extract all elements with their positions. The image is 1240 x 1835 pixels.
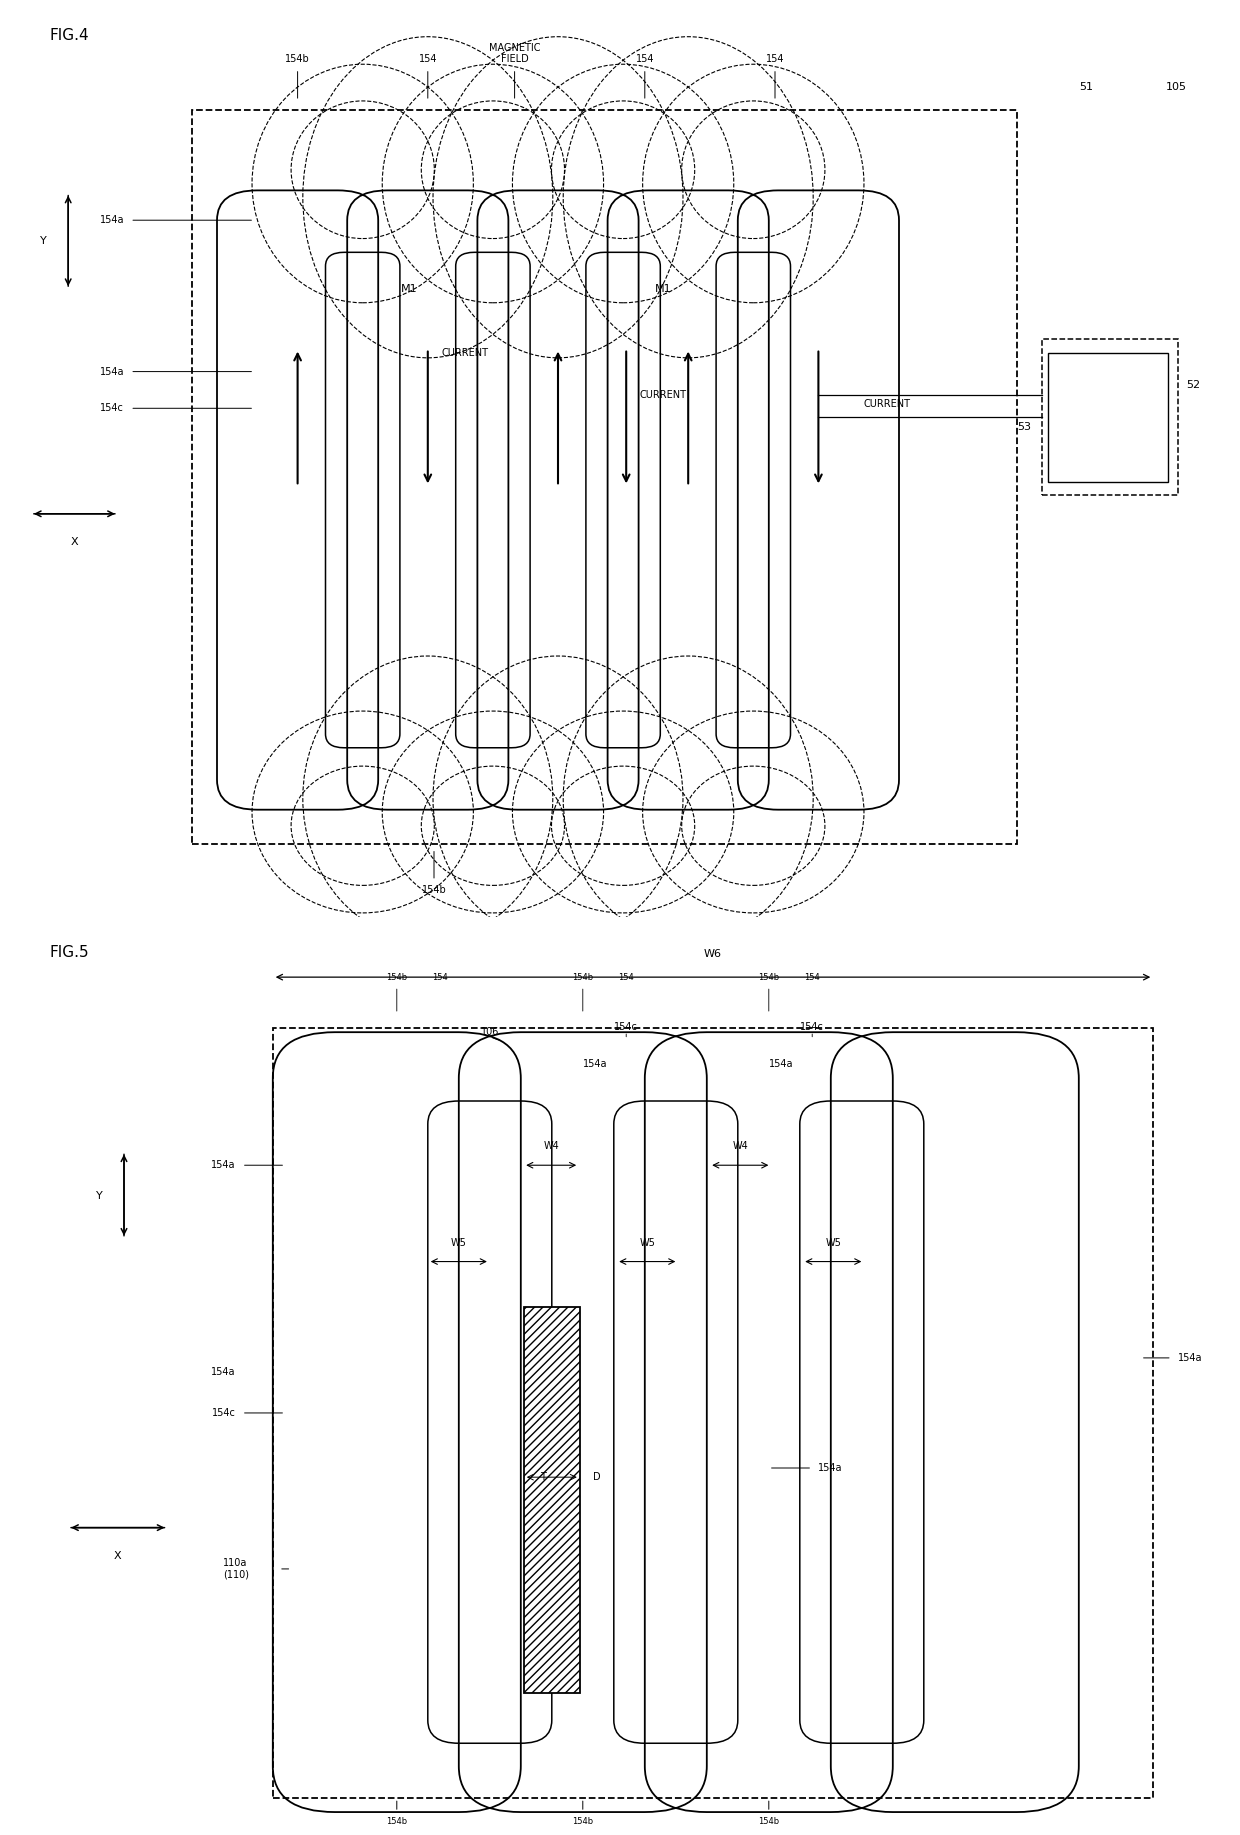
- Text: X: X: [71, 536, 78, 547]
- Text: W5: W5: [640, 1239, 655, 1248]
- Text: W4: W4: [543, 1141, 559, 1152]
- Text: CURRENT: CURRENT: [863, 398, 910, 409]
- Text: 154a: 154a: [99, 367, 124, 376]
- Text: 154: 154: [766, 55, 784, 64]
- Text: 154b: 154b: [386, 1817, 408, 1826]
- Text: 154: 154: [619, 973, 634, 982]
- Text: T: T: [541, 1472, 546, 1483]
- Text: W5: W5: [826, 1239, 841, 1248]
- Text: 154a: 154a: [818, 1462, 843, 1474]
- Text: 154c: 154c: [100, 404, 124, 413]
- Text: 154a: 154a: [1178, 1352, 1203, 1363]
- Text: 154b: 154b: [758, 973, 780, 982]
- Text: 154b: 154b: [758, 1817, 780, 1826]
- Text: M1: M1: [655, 284, 672, 294]
- Text: 110a
(110): 110a (110): [223, 1558, 249, 1580]
- Text: 51: 51: [1079, 83, 1092, 92]
- Text: FIG.4: FIG.4: [50, 28, 89, 42]
- Text: 105: 105: [1166, 83, 1187, 92]
- Text: 154c: 154c: [212, 1407, 236, 1418]
- Text: 154: 154: [805, 973, 820, 982]
- Bar: [523, 1307, 579, 1692]
- Text: W4: W4: [733, 1141, 748, 1152]
- Text: 154a: 154a: [769, 1059, 794, 1068]
- Text: W5: W5: [451, 1239, 466, 1248]
- Text: 52: 52: [1187, 380, 1200, 391]
- Text: 154: 154: [433, 973, 448, 982]
- Text: Y: Y: [40, 237, 47, 246]
- Text: 154a: 154a: [99, 215, 124, 226]
- Text: D: D: [593, 1472, 600, 1483]
- Text: 154b: 154b: [285, 55, 310, 64]
- Text: 154: 154: [636, 55, 653, 64]
- Bar: [1042, 339, 1178, 495]
- Text: W6: W6: [704, 949, 722, 958]
- Bar: [192, 110, 1017, 844]
- Text: 154b: 154b: [422, 884, 446, 895]
- Text: 53: 53: [1017, 422, 1030, 431]
- Bar: [273, 1028, 1153, 1798]
- Text: 154a: 154a: [211, 1367, 236, 1376]
- Text: 154a: 154a: [211, 1160, 236, 1171]
- Text: 106: 106: [481, 1028, 498, 1037]
- Text: MAGNETIC
FIELD: MAGNETIC FIELD: [489, 42, 541, 64]
- Bar: [1048, 352, 1168, 481]
- Text: 154a: 154a: [583, 1059, 608, 1068]
- Text: M1: M1: [401, 284, 418, 294]
- Text: 154c: 154c: [800, 1022, 825, 1031]
- Text: 154b: 154b: [572, 973, 594, 982]
- Text: Y: Y: [95, 1191, 103, 1200]
- Text: CURRENT: CURRENT: [640, 389, 687, 400]
- Text: CURRENT: CURRENT: [441, 349, 489, 358]
- Text: 154c: 154c: [614, 1022, 639, 1031]
- Text: 154b: 154b: [572, 1817, 594, 1826]
- Text: 154: 154: [419, 55, 436, 64]
- Text: X: X: [114, 1551, 122, 1560]
- Text: 154b: 154b: [386, 973, 408, 982]
- Text: FIG.5: FIG.5: [50, 945, 89, 960]
